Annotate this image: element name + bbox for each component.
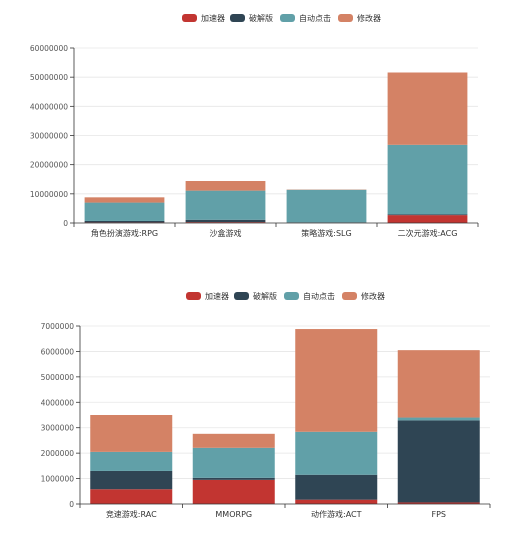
x-category-label: 角色扮演游戏:RPG [91, 228, 158, 238]
bar-segment[interactable] [84, 220, 165, 223]
bar-segment[interactable] [295, 431, 378, 475]
bar-segment[interactable] [192, 479, 275, 504]
x-category-label: 二次元游戏:ACG [398, 228, 458, 238]
bar-segment[interactable] [84, 197, 165, 203]
bar-segment[interactable] [397, 502, 480, 504]
y-tick-label: 10000000 [30, 190, 68, 199]
y-tick-label: 1000000 [41, 475, 75, 484]
y-tick-label: 20000000 [30, 161, 68, 170]
legend-swatch [182, 14, 197, 22]
legend-swatch [230, 14, 245, 22]
bar-segment[interactable] [295, 474, 378, 500]
y-tick-label: 7000000 [41, 322, 75, 331]
bar-segment[interactable] [286, 189, 367, 223]
legend-label: 自动点击 [303, 291, 335, 301]
legend-item[interactable]: 修改器 [342, 291, 385, 301]
legend-swatch [186, 292, 201, 300]
legend-label: 加速器 [201, 13, 225, 23]
legend-label: 破解版 [249, 13, 273, 23]
bar-segment[interactable] [397, 350, 480, 418]
x-category-label: 动作游戏:ACT [311, 509, 362, 519]
y-tick-label: 0 [69, 500, 74, 509]
bar-segment[interactable] [185, 181, 266, 191]
legend-label: 破解版 [253, 291, 277, 301]
x-category-label: 策略游戏:SLG [301, 228, 351, 238]
legend-swatch [342, 292, 357, 300]
bar-segment[interactable] [387, 215, 468, 223]
legend-label: 修改器 [357, 13, 381, 23]
y-tick-label: 40000000 [30, 102, 68, 111]
bar-segment[interactable] [84, 202, 165, 221]
bar-segment[interactable] [185, 222, 266, 223]
chart-bottom: 加速器 破解版 自动点击 修改器 0 1000000 2000000 3000000 40000… [0, 282, 522, 539]
y-tick-label: 5000000 [41, 373, 75, 382]
bar-segment[interactable] [185, 219, 266, 223]
bar-segment[interactable] [387, 72, 468, 145]
bar-segment[interactable] [90, 415, 173, 452]
legend-item[interactable]: 破解版 [234, 291, 277, 301]
legend-item[interactable]: 修改器 [338, 13, 381, 23]
legend: 加速器 破解版 自动点击 修改器 [186, 291, 385, 301]
bars [84, 72, 468, 223]
chart-bottom-svg: 加速器 破解版 自动点击 修改器 0 1000000 2000000 3000000 40000… [41, 291, 491, 519]
legend-item[interactable]: 加速器 [182, 13, 225, 23]
legend-swatch [284, 292, 299, 300]
legend-swatch [338, 14, 353, 22]
bar-segment[interactable] [397, 417, 480, 421]
bar-segment[interactable] [192, 477, 275, 480]
bar-segment[interactable] [387, 144, 468, 215]
legend-item[interactable]: 加速器 [186, 291, 229, 301]
bar-segment[interactable] [90, 470, 173, 490]
bar-segment[interactable] [295, 329, 378, 432]
legend-label: 自动点击 [299, 13, 331, 23]
bar-segment[interactable] [192, 433, 275, 448]
y-tick-label: 4000000 [41, 398, 75, 407]
chart-top-svg: 加速器 破解版 自动点击 修改器 0 10000000 20000000 30000000 40… [30, 13, 479, 238]
bar-segment[interactable] [90, 451, 173, 471]
bar-segment[interactable] [295, 499, 378, 504]
bars [90, 329, 480, 504]
legend-swatch [234, 292, 249, 300]
x-ticks: 角色扮演游戏:RPG 沙盒游戏 策略游戏:SLG 二次元游戏:ACG [73, 223, 479, 238]
x-category-label: 沙盒游戏 [210, 228, 242, 238]
bar-segment[interactable] [185, 190, 266, 220]
chart-top: 加速器 破解版 自动点击 修改器 0 10000000 20000000 30000000 40… [0, 0, 522, 250]
bar-segment[interactable] [192, 447, 275, 478]
legend-item[interactable]: 自动点击 [280, 13, 331, 23]
y-tick-label: 50000000 [30, 73, 68, 82]
legend-label: 修改器 [361, 291, 385, 301]
bar-segment[interactable] [90, 489, 173, 504]
x-category-label: FPS [431, 510, 446, 519]
legend: 加速器 破解版 自动点击 修改器 [182, 13, 381, 23]
x-category-label: MMORPG [215, 510, 252, 519]
x-ticks: 竞速游戏:RAC MMORPG 动作游戏:ACT FPS [79, 504, 491, 519]
legend-swatch [280, 14, 295, 22]
y-tick-label: 6000000 [41, 347, 75, 356]
bar-segment[interactable] [397, 420, 480, 503]
bar-segment[interactable] [387, 214, 468, 216]
y-tick-label: 3000000 [41, 424, 75, 433]
y-tick-label: 0 [63, 219, 68, 228]
legend-item[interactable]: 自动点击 [284, 291, 335, 301]
y-tick-label: 2000000 [41, 449, 75, 458]
legend-item[interactable]: 破解版 [230, 13, 273, 23]
x-category-label: 竞速游戏:RAC [106, 509, 157, 519]
legend-label: 加速器 [205, 291, 229, 301]
y-tick-label: 60000000 [30, 44, 68, 53]
y-tick-label: 30000000 [30, 132, 68, 141]
